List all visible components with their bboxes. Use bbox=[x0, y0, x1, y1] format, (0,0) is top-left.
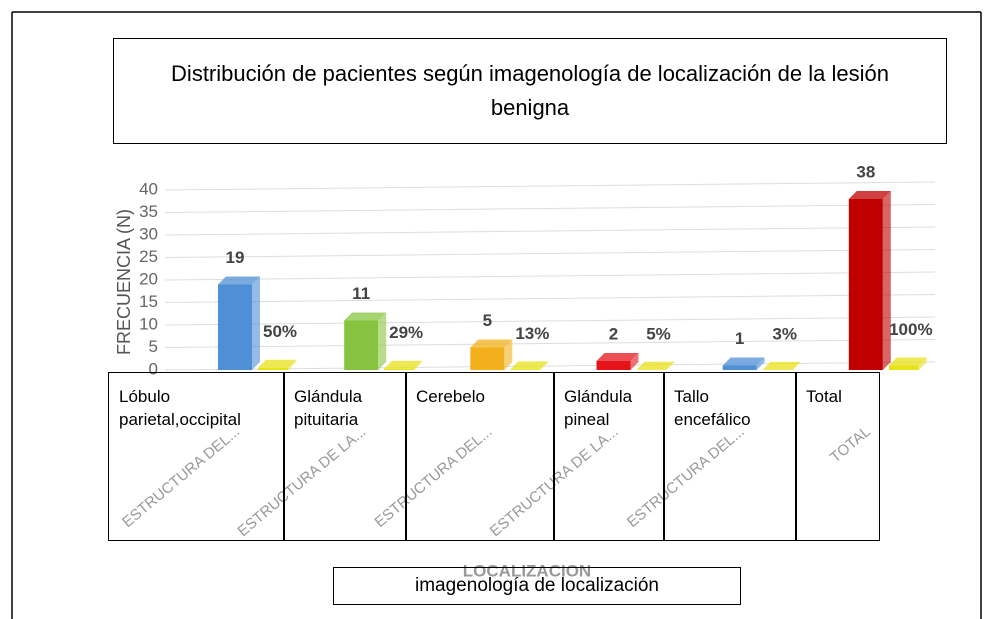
bar-side bbox=[540, 361, 549, 370]
data-label: 5 bbox=[483, 311, 492, 330]
bar-side bbox=[378, 312, 387, 370]
category-cell: Tallo encefálico bbox=[663, 372, 797, 541]
bar bbox=[596, 361, 631, 370]
y-tick-label: 40 bbox=[139, 179, 158, 198]
y-axis-label: FRECUENCIA (N) bbox=[114, 209, 134, 355]
data-label: 3% bbox=[772, 324, 797, 343]
bar bbox=[888, 365, 919, 370]
grid-line bbox=[164, 361, 936, 371]
y-tick-label: 30 bbox=[139, 224, 158, 243]
y-tick-label: 15 bbox=[139, 292, 158, 311]
data-label: 50% bbox=[263, 322, 297, 341]
bar bbox=[510, 369, 541, 370]
bar-side bbox=[288, 359, 296, 370]
bar bbox=[218, 284, 252, 370]
data-label: 29% bbox=[389, 323, 423, 342]
bar bbox=[344, 320, 379, 370]
category-cell: Glándula pituitaria bbox=[283, 372, 407, 541]
bar-top bbox=[762, 361, 801, 370]
bar-side bbox=[630, 353, 639, 370]
bar bbox=[848, 199, 883, 370]
bar-top bbox=[344, 312, 387, 321]
grid-line bbox=[164, 181, 936, 191]
grid-line bbox=[164, 249, 936, 258]
grid-line bbox=[164, 226, 936, 236]
data-label: 2 bbox=[609, 324, 618, 343]
bar bbox=[722, 365, 757, 370]
bar-top bbox=[384, 360, 423, 369]
grid-line bbox=[164, 204, 936, 213]
category-cell: Glándula pineal bbox=[553, 372, 665, 541]
x-label-box-text: imagenología de localización bbox=[415, 575, 659, 596]
chart-title: Distribución de pacientes según imagenol… bbox=[171, 61, 889, 120]
bar-top bbox=[218, 276, 260, 285]
bar-top bbox=[888, 357, 927, 366]
data-label: 38 bbox=[856, 162, 875, 181]
bar-side bbox=[882, 191, 891, 370]
bar bbox=[470, 347, 505, 370]
x-label-box: imagenología de localización bbox=[333, 567, 741, 605]
bar-side bbox=[414, 360, 423, 370]
y-tick-label: 25 bbox=[139, 247, 158, 266]
y-tick-label: 35 bbox=[139, 202, 158, 221]
bar bbox=[258, 367, 288, 370]
bar-top bbox=[636, 361, 675, 370]
x-axis-label: LOCALIZACION bbox=[463, 561, 591, 580]
grid-line bbox=[164, 271, 936, 281]
bar-side bbox=[918, 357, 927, 370]
y-tick-label: 10 bbox=[139, 314, 158, 333]
bar-side bbox=[252, 276, 260, 370]
y-tick-label: 0 bbox=[149, 359, 158, 378]
bar-side bbox=[504, 339, 513, 370]
bar-top bbox=[258, 359, 296, 368]
bar-side bbox=[792, 361, 801, 370]
title-box: Distribución de pacientes según imagenol… bbox=[113, 38, 947, 144]
category-cell: Lóbulo parietal,occipital bbox=[108, 372, 285, 541]
bar-side bbox=[666, 361, 675, 370]
bar-top bbox=[596, 353, 639, 361]
bar-top bbox=[510, 361, 549, 370]
category-cell: Total bbox=[795, 372, 880, 541]
bar-top bbox=[722, 357, 765, 366]
bar-side bbox=[756, 357, 765, 370]
data-label: 11 bbox=[352, 284, 370, 303]
data-label: 13% bbox=[515, 324, 549, 343]
data-label: 19 bbox=[226, 248, 245, 267]
data-label: 100% bbox=[889, 320, 932, 339]
data-label: 5% bbox=[646, 324, 671, 343]
grid-line bbox=[164, 339, 936, 348]
category-cell: Cerebelo bbox=[405, 372, 555, 541]
bar-top bbox=[470, 339, 513, 348]
y-tick-label: 5 bbox=[149, 337, 158, 356]
grid-line bbox=[164, 294, 936, 303]
data-label: 1 bbox=[735, 329, 744, 348]
y-tick-label: 20 bbox=[139, 269, 158, 288]
bar-top bbox=[848, 191, 891, 199]
bar bbox=[384, 368, 415, 370]
grid-line bbox=[164, 316, 936, 326]
